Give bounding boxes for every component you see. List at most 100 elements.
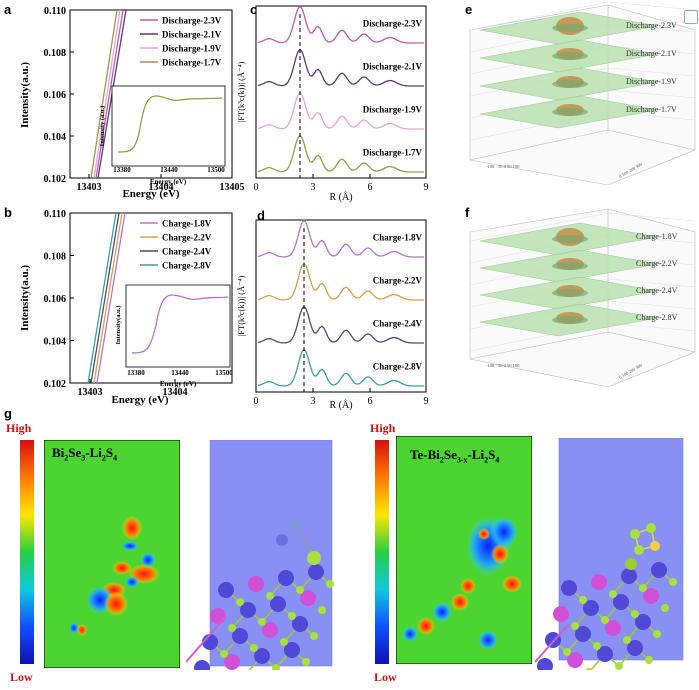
se-atom [266,592,274,600]
xtick-label: 0 [254,396,259,407]
ytick-label: 0.104 [44,132,67,143]
se-atom [601,616,609,624]
panel-d-chart: Charge-1.8V Charge-2.2V Charge-2.4V Charge-… [236,219,429,410]
se-atom [639,584,647,592]
panel-b-chart: 0.110 0.108 0.106 0.104 0.102 13403 13404 Int… [19,209,233,406]
se-atom [645,656,653,664]
legend-label: Charge-1.8V [162,219,212,229]
li-atom [210,608,226,624]
expand-icon[interactable] [684,10,698,24]
bi-atom [292,616,308,632]
legend-label: Discharge-1.7V [162,58,222,68]
bi-atom [561,580,577,596]
panel-c-ylabel: |FT(k³c(k))| (Å⁻⁴) [236,61,246,122]
panel-letter-f: f [465,205,470,220]
panel-b-inset-curve [131,294,229,354]
left-map-title: Bi2Se3-Li2S4 [52,445,118,463]
li-atom [605,620,621,636]
xtick-label: 6 [368,182,373,193]
panel-c-chart: Discharge-2.3V Discharge-2.1V Discharge-1.… [236,5,429,203]
left-colorbar-low: Low [10,670,33,684]
se-atom [326,580,334,588]
curve-label: Charge-2.8V [373,362,423,372]
ytick-label: 0.108 [44,48,67,59]
curve-label: Discharge-2.3V [363,19,423,29]
se-atom [623,636,631,644]
ytick-label: 0.106 [44,294,67,305]
ytick-label: 0.102 [44,379,67,390]
se-atom [653,630,661,638]
se-atom [615,662,623,670]
curve-label: Charge-1.8V [373,233,423,243]
inset-xtick-label: 13500 [207,166,225,174]
legend-label: Discharge-1.9V [162,44,222,54]
legend-label: Charge-2.4V [162,247,212,257]
xtick-label: 13403 [77,182,102,193]
panel-letter-d: d [257,208,265,223]
svg-text:−100 −50 0 50 100: −100 −50 0 50 100 [485,164,520,169]
layer-label: Discharge-1.9V [626,77,677,86]
panel-b-line-1 [87,212,117,384]
bi-atom [308,564,324,580]
li-atom [567,652,583,668]
layer-label: Discharge-1.7V [626,105,677,114]
left-colorbar [20,440,34,664]
panel-c-frame [255,5,427,179]
bi-atom [621,568,637,584]
legend-label: Charge-2.2V [162,233,212,243]
curve-label: Charge-2.4V [373,319,423,329]
se-atom [661,604,669,612]
se-atom [250,644,258,652]
se-atom [258,618,266,626]
right-colorbar [375,440,389,664]
se-atom [571,622,579,630]
ft-curve [257,5,424,44]
left-atomic-structure [186,440,334,670]
xtick-label: 13405 [220,182,245,193]
se-atom [585,668,593,670]
panel-a-inset-xlabel: Energy (eV) [150,178,187,186]
inset-xtick-label: 13380 [127,369,145,377]
se-atom [609,590,617,598]
bi-atom [218,582,234,598]
panel-e-3d-plot: Discharge-2.3V Discharge-2.1V Discharge-1.… [469,1,696,186]
curve-label: Charge-2.2V [373,276,423,286]
ft-curve [257,219,424,258]
panel-b-line-4 [96,212,126,384]
xtick-label: 9 [424,182,429,193]
ytick-label: 0.106 [44,90,67,101]
ytick-label: 0.108 [44,252,67,263]
layer-label: Discharge-2.3V [626,21,677,30]
se-atom [236,598,244,606]
svg-text:−100 −50 0 50 100: −100 −50 0 50 100 [485,363,520,368]
layer-label: Discharge-2.1V [626,49,677,58]
bi-atom [254,648,270,664]
legend-label: Discharge-2.1V [162,30,222,40]
xtick-label: 6 [368,396,373,407]
xtick-label: 3 [311,182,316,193]
panel-a-line-1 [90,9,118,179]
panel-a-line-3 [95,9,124,179]
ytick-label: 0.110 [44,6,66,17]
right-atomic-structure [535,438,684,670]
layer-label: Charge-2.2V [636,259,678,268]
layer-label: Charge-1.8V [636,232,678,241]
xtick-label: 9 [424,396,429,407]
xtick-label: 13403 [78,387,103,398]
se-atom [220,650,228,658]
panel-letter-g: g [4,406,12,421]
inset-xtick-label: 13440 [171,369,189,377]
panel-b-ylabel: Intensity(a.u.) [19,265,31,331]
panel-c-xlabel: R (Å) [329,191,352,203]
panel-letter-a: a [4,2,12,17]
se-atom [593,642,601,650]
se-atom [296,586,304,594]
bi-atom [597,646,613,662]
ft-curve [257,48,424,87]
panel-b-inset-ylabel: Intensity(a.u.) [115,305,122,344]
ytick-label: 0.102 [44,174,67,185]
se-atom [318,606,326,614]
se-atom [280,638,288,646]
li-atom [262,622,278,638]
ft-curve [257,305,424,344]
